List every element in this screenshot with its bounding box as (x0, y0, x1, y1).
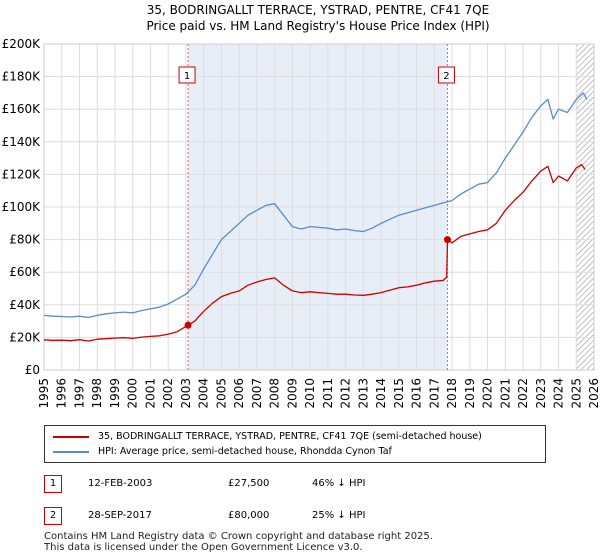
x-tick-label: 2006 (232, 378, 246, 409)
legend: 35, BODRINGALLT TERRACE, YSTRAD, PENTRE,… (44, 425, 546, 463)
y-tick-label: £120K (2, 167, 42, 181)
x-tick-label: 2011 (321, 378, 335, 409)
x-tick-label: 1995 (37, 378, 51, 409)
x-tick-label: 2001 (143, 378, 157, 409)
legend-label-hpi: HPI: Average price, semi-detached house,… (98, 446, 392, 457)
x-tick-label: 2020 (481, 378, 495, 409)
transaction-price: £80,000 (228, 510, 270, 521)
legend-label-property: 35, BODRINGALLT TERRACE, YSTRAD, PENTRE,… (98, 431, 482, 442)
x-tick-label: 2004 (197, 378, 211, 409)
x-tick-label: 1999 (108, 378, 122, 409)
x-tick-label: 2000 (126, 378, 140, 409)
x-tick-label: 2021 (498, 378, 512, 409)
y-tick-label: £180K (2, 70, 42, 84)
transaction-hpi: 46% ↓ HPI (312, 478, 366, 489)
x-tick-label: 2022 (516, 378, 530, 409)
x-tick-label: 1996 (55, 378, 69, 409)
x-tick-label: 2010 (303, 378, 317, 409)
x-tick-label: 1998 (90, 378, 104, 409)
transaction-date: 12-FEB-2003 (88, 478, 153, 489)
y-tick-label: £80K (9, 233, 41, 247)
transaction-price: £27,500 (228, 478, 270, 489)
y-tick-label: £140K (2, 135, 42, 149)
sale-point (184, 321, 192, 329)
x-tick-label: 2009 (285, 378, 299, 409)
x-tick-label: 2005 (214, 378, 228, 409)
chart-title: 35, BODRINGALLT TERRACE, YSTRAD, PENTRE,… (147, 3, 489, 17)
chart-subtitle: Price paid vs. HM Land Registry's House … (146, 19, 489, 33)
sale-marker-label: 1 (184, 71, 190, 82)
footer-licence: This data is licensed under the Open Gov… (44, 542, 363, 553)
transaction-date: 28-SEP-2017 (88, 510, 152, 521)
y-tick-label: £200K (2, 37, 42, 51)
y-tick-label: £100K (2, 200, 42, 214)
series-line (43, 92, 588, 319)
transaction-marker: 1 (44, 475, 62, 493)
x-tick-label: 2017 (427, 378, 441, 409)
x-tick-label: 2019 (463, 378, 477, 409)
x-tick-label: 2025 (569, 378, 583, 409)
x-tick-label: 2026 (587, 378, 600, 409)
x-tick-label: 2008 (268, 378, 282, 409)
series-line (43, 163, 586, 342)
legend-swatch-property (53, 436, 89, 438)
x-tick-label: 2003 (179, 378, 193, 409)
transaction-marker: 2 (44, 507, 62, 525)
x-tick-label: 2014 (374, 378, 388, 409)
sale-marker-label: 2 (443, 71, 449, 82)
x-tick-label: 2013 (356, 378, 370, 409)
x-tick-label: 2012 (339, 378, 353, 409)
y-tick-label: £0 (25, 363, 40, 377)
x-tick-label: 2016 (410, 378, 424, 409)
x-tick-label: 1997 (72, 378, 86, 409)
x-tick-label: 2015 (392, 378, 406, 409)
footer-copyright: Contains HM Land Registry data © Crown c… (44, 531, 433, 542)
x-tick-label: 2024 (552, 378, 566, 409)
y-tick-label: £40K (9, 298, 41, 312)
plot-frame (43, 43, 595, 371)
y-tick-label: £160K (2, 102, 42, 116)
legend-swatch-hpi (53, 451, 89, 453)
x-tick-label: 2002 (161, 378, 175, 409)
price-chart: 35, BODRINGALLT TERRACE, YSTRAD, PENTRE,… (2, 3, 600, 409)
y-tick-label: £20K (9, 330, 41, 344)
footer: Contains HM Land Registry data © Crown c… (44, 531, 433, 553)
x-tick-label: 2007 (250, 378, 264, 409)
x-tick-label: 2023 (534, 378, 548, 409)
sale-marker-box (437, 66, 455, 84)
x-tick-label: 2018 (445, 378, 459, 409)
sale-point (443, 236, 451, 244)
y-tick-label: £60K (9, 265, 41, 279)
transaction-hpi: 25% ↓ HPI (312, 510, 366, 521)
sale-marker-box (178, 66, 196, 84)
